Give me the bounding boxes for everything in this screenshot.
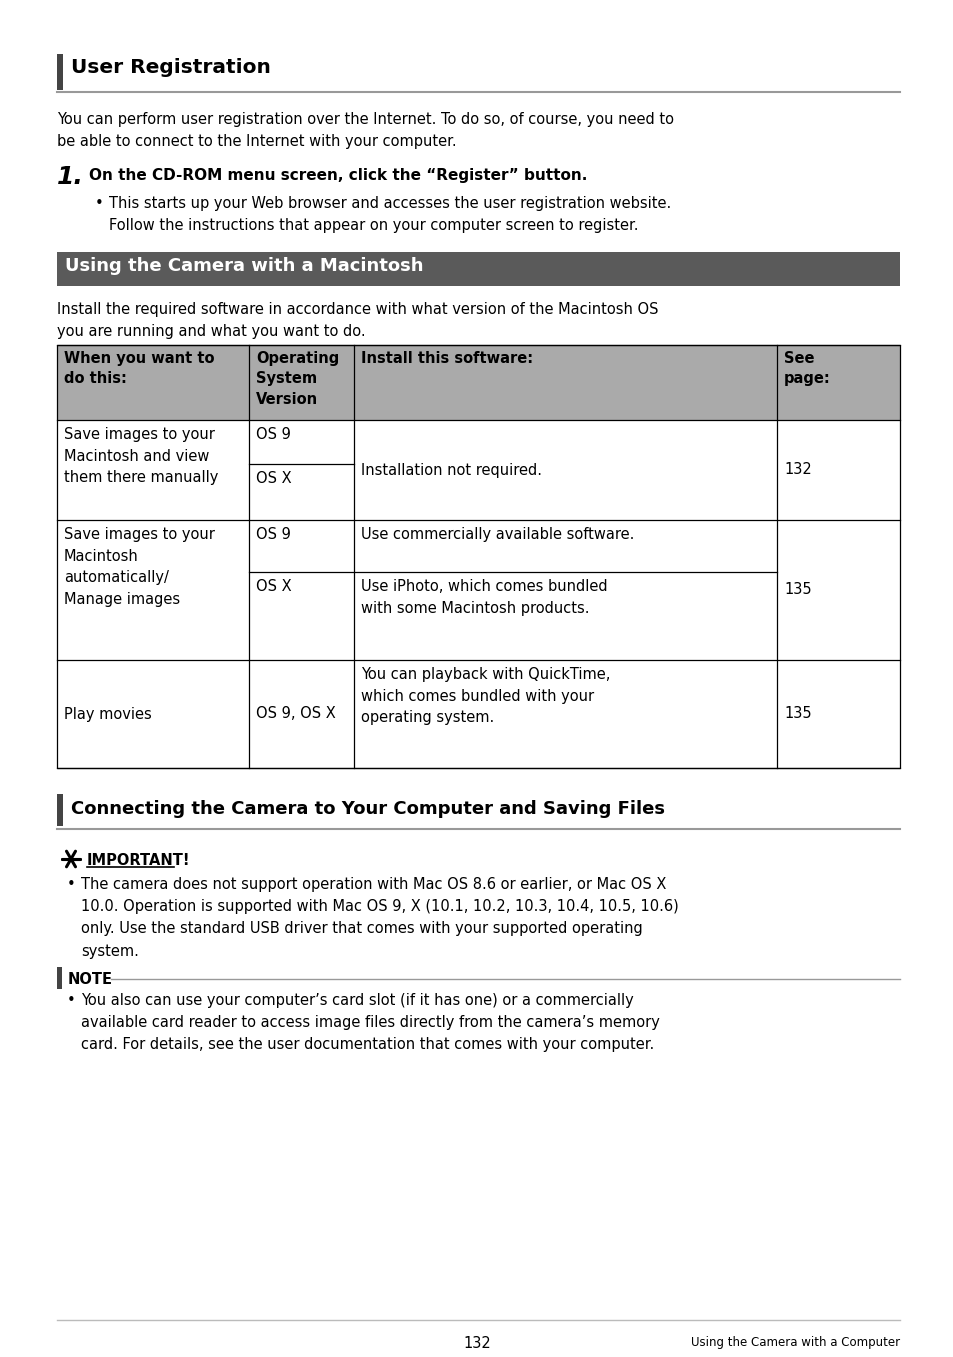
Text: 132: 132 (783, 463, 811, 478)
Text: NOTE: NOTE (68, 972, 112, 987)
Text: You can perform user registration over the Internet. To do so, of course, you ne: You can perform user registration over t… (57, 113, 673, 149)
Text: On the CD-ROM menu screen, click the “Register” button.: On the CD-ROM menu screen, click the “Re… (89, 168, 587, 183)
Text: OS X: OS X (255, 471, 292, 486)
Text: 132: 132 (462, 1337, 491, 1352)
Bar (57, 345, 899, 768)
Text: •: • (95, 195, 104, 210)
Text: OS 9: OS 9 (255, 527, 291, 541)
Text: The camera does not support operation with Mac OS 8.6 or earlier, or Mac OS X
10: The camera does not support operation wi… (81, 877, 678, 958)
Text: When you want to
do this:: When you want to do this: (64, 351, 214, 387)
Text: 135: 135 (783, 582, 811, 597)
Bar (57, 54, 63, 90)
Text: You also can use your computer’s card slot (if it has one) or a commercially
ava: You also can use your computer’s card sl… (81, 993, 659, 1053)
Text: See
page:: See page: (783, 351, 830, 387)
Bar (57, 968, 62, 989)
Text: Play movies: Play movies (64, 707, 152, 722)
Text: OS 9: OS 9 (255, 427, 291, 442)
Text: •: • (67, 993, 75, 1008)
Text: User Registration: User Registration (71, 58, 271, 77)
Text: Save images to your
Macintosh
automatically/
Manage images: Save images to your Macintosh automatica… (64, 527, 214, 607)
Text: Install the required software in accordance with what version of the Macintosh O: Install the required software in accorda… (57, 303, 658, 339)
Text: Operating
System
Version: Operating System Version (255, 351, 339, 407)
Text: IMPORTANT!: IMPORTANT! (87, 854, 191, 868)
Bar (57, 252, 899, 286)
Text: Connecting the Camera to Your Computer and Saving Files: Connecting the Camera to Your Computer a… (71, 801, 664, 818)
Bar (57, 794, 63, 826)
Text: 135: 135 (783, 707, 811, 722)
Text: Use commercially available software.: Use commercially available software. (360, 527, 634, 541)
Text: 1.: 1. (57, 166, 84, 189)
Text: Using the Camera with a Macintosh: Using the Camera with a Macintosh (65, 256, 423, 275)
Text: OS 9, OS X: OS 9, OS X (255, 707, 335, 722)
Text: Using the Camera with a Computer: Using the Camera with a Computer (690, 1337, 899, 1349)
Text: You can playback with QuickTime,
which comes bundled with your
operating system.: You can playback with QuickTime, which c… (360, 668, 610, 725)
Bar (57, 345, 899, 421)
Text: •: • (67, 877, 75, 892)
Text: OS X: OS X (255, 579, 292, 594)
Text: Install this software:: Install this software: (360, 351, 533, 366)
Text: Save images to your
Macintosh and view
them there manually: Save images to your Macintosh and view t… (64, 427, 218, 486)
Text: Use iPhoto, which comes bundled
with some Macintosh products.: Use iPhoto, which comes bundled with som… (360, 579, 607, 616)
Text: Installation not required.: Installation not required. (360, 463, 541, 478)
Text: This starts up your Web browser and accesses the user registration website.
Foll: This starts up your Web browser and acce… (109, 195, 671, 233)
